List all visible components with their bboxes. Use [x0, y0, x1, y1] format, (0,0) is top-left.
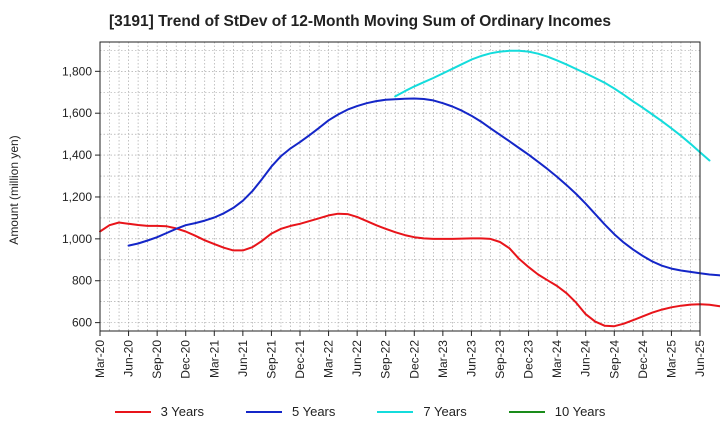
legend-swatch-10-years: [508, 410, 545, 413]
legend-swatch-5-years: [246, 410, 282, 413]
series-line-7-years: [394, 49, 711, 162]
grid-lines: [100, 42, 700, 331]
x-tick-label: Mar-21: [207, 340, 221, 378]
legend-item-3-years: 3 Years: [114, 404, 204, 419]
x-axis-ticks: Mar-20 Jun-20 Sep-20 Dec-20 Mar-21 Jun-21 Sep-…: [93, 331, 707, 379]
x-tick-label: Dec-21: [293, 340, 307, 379]
legend-label-7-years: 7 Years: [423, 404, 467, 419]
legend-swatch-3-years: [114, 410, 151, 413]
x-tick-label: Sep-24: [607, 340, 621, 379]
series-layer: [99, 49, 720, 328]
x-tick-label: Sep-23: [493, 340, 507, 379]
legend-label-10-years: 10 Years: [554, 404, 606, 419]
y-axis-ticks: 600 800 1,000 1,200 1,400 1,600 1,800: [62, 64, 100, 330]
chart-title: [3191] Trend of StDev of 12-Month Moving…: [108, 13, 612, 30]
plot-frame: [99, 41, 701, 332]
x-tick-label: Dec-22: [407, 340, 421, 379]
plot-background: [100, 42, 700, 331]
x-tick-label: Dec-23: [522, 340, 536, 379]
legend-item-7-years: 7 Years: [377, 404, 467, 419]
x-tick-label: Jun-25: [693, 340, 707, 377]
y-tick-label: 1,000: [62, 232, 92, 246]
x-tick-label: Jun-24: [579, 340, 593, 377]
x-tick-label: Mar-20: [93, 340, 107, 378]
y-tick-label: 1,200: [62, 190, 92, 204]
x-tick-label: Sep-22: [379, 340, 393, 379]
y-tick-label: 600: [72, 316, 92, 330]
x-tick-label: Jun-22: [350, 340, 364, 377]
x-tick-label: Dec-20: [179, 340, 193, 379]
legend-label-3-years: 3 Years: [160, 404, 204, 419]
x-tick-label: Jun-20: [122, 340, 136, 377]
y-tick-label: 800: [72, 274, 92, 288]
legend-swatch-7-years: [377, 410, 414, 413]
y-axis-label: Amount (million yen): [7, 135, 21, 244]
legend-label-5-years: 5 Years: [292, 404, 336, 419]
x-tick-label: Mar-24: [550, 340, 564, 378]
x-tick-label: Sep-20: [150, 340, 164, 379]
x-tick-label: Jun-21: [236, 340, 250, 377]
y-tick-label: 1,800: [62, 64, 92, 78]
series-line-5-years: [127, 97, 720, 277]
x-tick-label: Mar-22: [322, 340, 336, 378]
legend: 3 Years 5 Years 7 Years 10 Years: [0, 404, 720, 419]
y-tick-label: 1,600: [62, 106, 92, 120]
x-tick-label: Mar-25: [664, 340, 678, 378]
legend-item-10-years: 10 Years: [508, 404, 606, 419]
legend-item-5-years: 5 Years: [246, 404, 335, 419]
series-line-3-years: [99, 212, 720, 328]
y-tick-label: 1,400: [62, 148, 92, 162]
x-tick-label: Mar-23: [436, 340, 450, 378]
x-tick-label: Dec-24: [636, 340, 650, 379]
x-tick-label: Sep-21: [264, 340, 278, 379]
x-tick-label: Jun-23: [464, 340, 478, 377]
